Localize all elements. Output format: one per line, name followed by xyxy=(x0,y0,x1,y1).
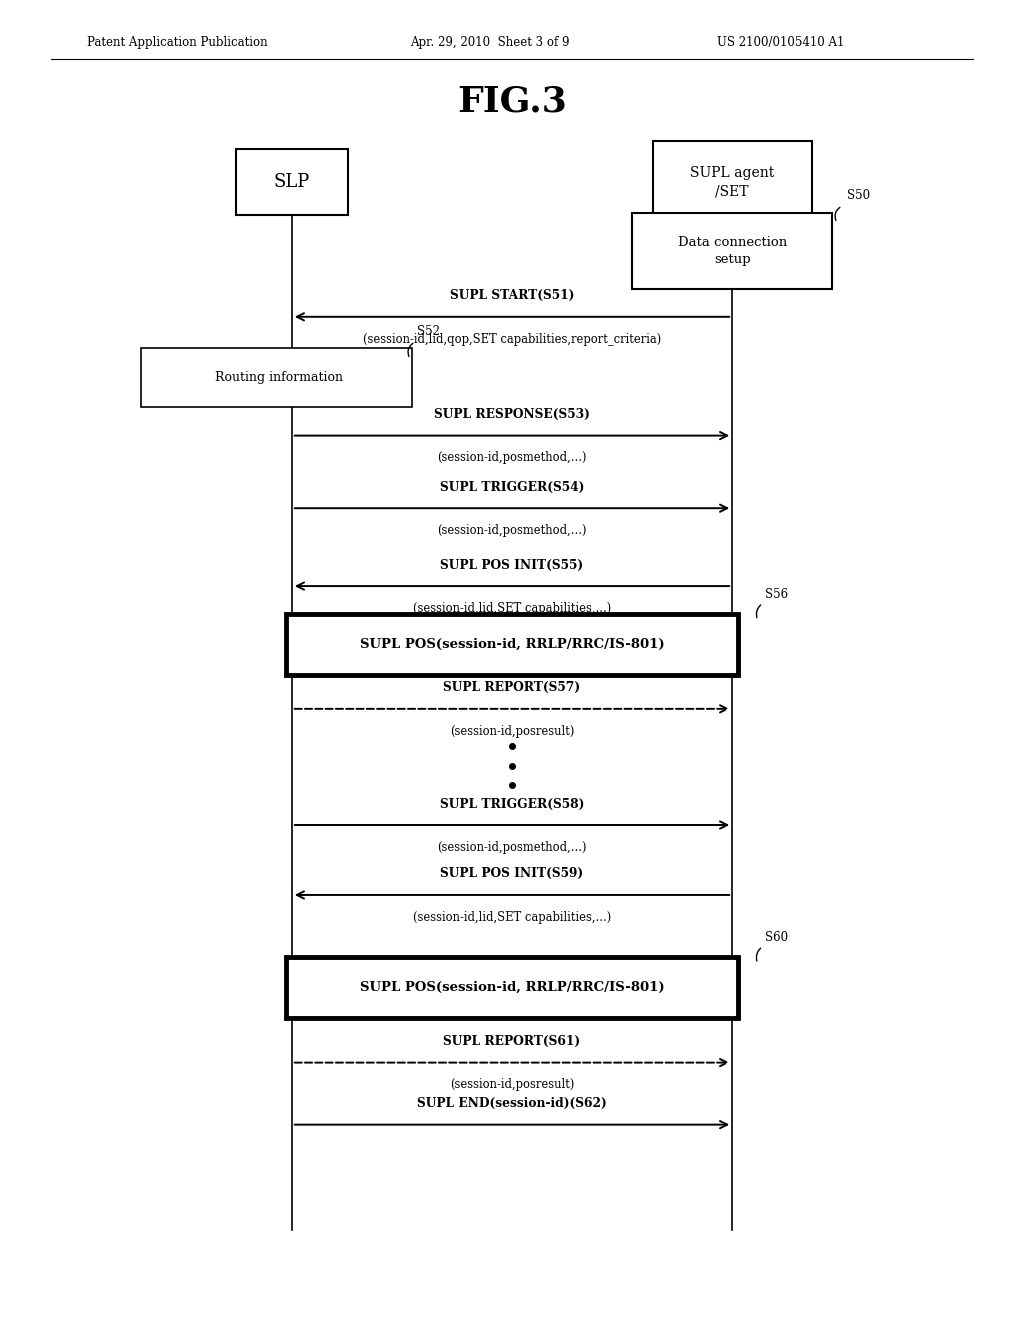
Text: (session-id,lid,SET capabilities,...): (session-id,lid,SET capabilities,...) xyxy=(413,602,611,615)
Text: SUPL REPORT(S57): SUPL REPORT(S57) xyxy=(443,681,581,694)
Text: S52: S52 xyxy=(418,325,440,338)
Text: SUPL TRIGGER(S58): SUPL TRIGGER(S58) xyxy=(440,797,584,810)
Text: S50: S50 xyxy=(848,189,870,202)
FancyBboxPatch shape xyxy=(286,957,738,1018)
Text: FIG.3: FIG.3 xyxy=(457,84,567,119)
FancyBboxPatch shape xyxy=(286,614,738,675)
Text: Patent Application Publication: Patent Application Publication xyxy=(87,36,267,49)
Text: (session-id,posresult): (session-id,posresult) xyxy=(450,725,574,738)
Text: SUPL POS(session-id, RRLP/RRC/IS-801): SUPL POS(session-id, RRLP/RRC/IS-801) xyxy=(359,981,665,994)
Text: (session-id,posresult): (session-id,posresult) xyxy=(450,1078,574,1092)
Text: SLP: SLP xyxy=(273,173,310,191)
Text: (session-id,posmethod,...): (session-id,posmethod,...) xyxy=(437,451,587,465)
Text: S60: S60 xyxy=(765,931,788,944)
Text: Data connection
setup: Data connection setup xyxy=(678,236,786,265)
Text: SUPL START(S51): SUPL START(S51) xyxy=(450,289,574,302)
FancyBboxPatch shape xyxy=(632,213,831,289)
Text: US 2100/0105410 A1: US 2100/0105410 A1 xyxy=(717,36,844,49)
Text: SUPL END(session-id)(S62): SUPL END(session-id)(S62) xyxy=(417,1097,607,1110)
FancyBboxPatch shape xyxy=(236,149,348,215)
Text: Apr. 29, 2010  Sheet 3 of 9: Apr. 29, 2010 Sheet 3 of 9 xyxy=(410,36,569,49)
Text: SUPL POS INIT(S55): SUPL POS INIT(S55) xyxy=(440,558,584,572)
Text: (session-id,posmethod,...): (session-id,posmethod,...) xyxy=(437,524,587,537)
Text: SUPL REPORT(S61): SUPL REPORT(S61) xyxy=(443,1035,581,1048)
Text: (session-id,lid,qop,SET capabilities,report_criteria): (session-id,lid,qop,SET capabilities,rep… xyxy=(362,333,662,346)
Text: SUPL TRIGGER(S54): SUPL TRIGGER(S54) xyxy=(440,480,584,494)
Text: SUPL POS INIT(S59): SUPL POS INIT(S59) xyxy=(440,867,584,880)
Text: SUPL POS(session-id, RRLP/RRC/IS-801): SUPL POS(session-id, RRLP/RRC/IS-801) xyxy=(359,638,665,651)
Text: (session-id,posmethod,...): (session-id,posmethod,...) xyxy=(437,841,587,854)
Text: SUPL agent
/SET: SUPL agent /SET xyxy=(690,166,774,198)
FancyBboxPatch shape xyxy=(140,348,412,407)
Text: Routing information: Routing information xyxy=(214,371,342,384)
FancyBboxPatch shape xyxy=(653,141,811,223)
Text: S56: S56 xyxy=(765,587,788,601)
Text: (session-id,lid,SET capabilities,...): (session-id,lid,SET capabilities,...) xyxy=(413,911,611,924)
Text: SUPL RESPONSE(S53): SUPL RESPONSE(S53) xyxy=(434,408,590,421)
